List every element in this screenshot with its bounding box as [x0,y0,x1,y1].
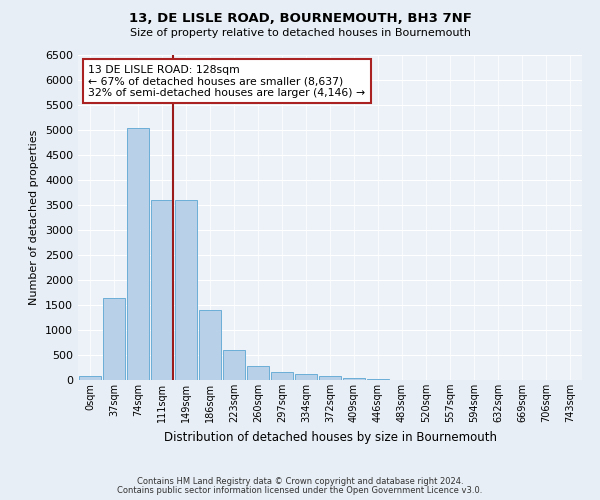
Text: 13, DE LISLE ROAD, BOURNEMOUTH, BH3 7NF: 13, DE LISLE ROAD, BOURNEMOUTH, BH3 7NF [128,12,472,26]
X-axis label: Distribution of detached houses by size in Bournemouth: Distribution of detached houses by size … [163,430,497,444]
Bar [103,298,125,380]
Bar [175,200,197,380]
Text: Contains HM Land Registry data © Crown copyright and database right 2024.: Contains HM Land Registry data © Crown c… [137,477,463,486]
Bar [79,376,101,380]
Bar [151,200,173,380]
Bar [319,376,341,380]
Bar [199,310,221,380]
Text: Size of property relative to detached houses in Bournemouth: Size of property relative to detached ho… [130,28,470,38]
Bar [295,374,317,380]
Bar [127,128,149,380]
Bar [223,350,245,380]
Text: Contains public sector information licensed under the Open Government Licence v3: Contains public sector information licen… [118,486,482,495]
Bar [271,372,293,380]
Bar [247,366,269,380]
Bar [343,378,365,380]
Bar [367,379,389,380]
Text: 13 DE LISLE ROAD: 128sqm
← 67% of detached houses are smaller (8,637)
32% of sem: 13 DE LISLE ROAD: 128sqm ← 67% of detach… [88,64,365,98]
Y-axis label: Number of detached properties: Number of detached properties [29,130,40,305]
